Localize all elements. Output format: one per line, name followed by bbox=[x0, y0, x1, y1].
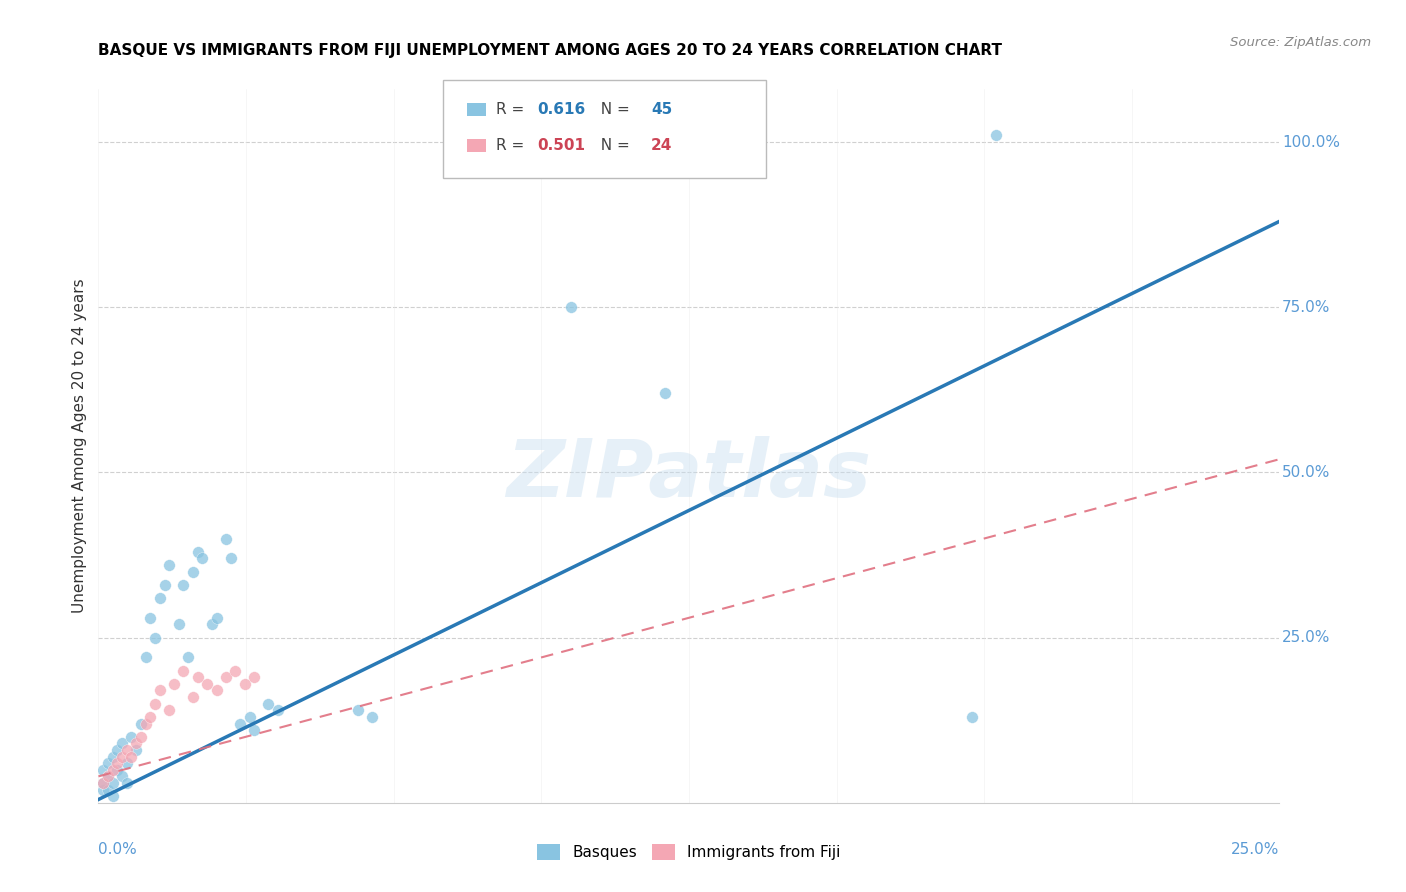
Basques bbox=[101, 749, 124, 764]
Basques bbox=[984, 128, 1007, 143]
Immigrants from Fiji bbox=[205, 683, 228, 698]
Immigrants from Fiji bbox=[172, 664, 194, 678]
Basques bbox=[239, 710, 262, 724]
Immigrants from Fiji bbox=[215, 670, 238, 684]
Text: 24: 24 bbox=[651, 138, 672, 153]
Basques bbox=[177, 650, 200, 665]
Basques bbox=[187, 545, 209, 559]
Basques bbox=[560, 300, 582, 314]
Basques bbox=[111, 769, 134, 783]
Immigrants from Fiji bbox=[243, 670, 266, 684]
Basques bbox=[347, 703, 370, 717]
Text: 0.0%: 0.0% bbox=[98, 842, 138, 857]
Immigrants from Fiji bbox=[125, 736, 148, 750]
Basques bbox=[243, 723, 266, 738]
Immigrants from Fiji bbox=[135, 716, 157, 731]
Basques bbox=[111, 736, 134, 750]
Basques bbox=[201, 617, 224, 632]
Basques bbox=[125, 743, 148, 757]
Basques bbox=[139, 611, 162, 625]
Text: R =: R = bbox=[496, 103, 530, 117]
Immigrants from Fiji bbox=[111, 749, 134, 764]
Text: BASQUE VS IMMIGRANTS FROM FIJI UNEMPLOYMENT AMONG AGES 20 TO 24 YEARS CORRELATIO: BASQUE VS IMMIGRANTS FROM FIJI UNEMPLOYM… bbox=[98, 43, 1002, 58]
Immigrants from Fiji bbox=[195, 677, 218, 691]
Basques bbox=[257, 697, 280, 711]
Immigrants from Fiji bbox=[163, 677, 186, 691]
Immigrants from Fiji bbox=[181, 690, 204, 704]
Basques bbox=[205, 611, 228, 625]
Basques bbox=[101, 776, 124, 790]
Basques bbox=[149, 591, 172, 605]
Text: R =: R = bbox=[496, 138, 530, 153]
Basques bbox=[191, 551, 214, 566]
Basques bbox=[153, 578, 176, 592]
Basques bbox=[229, 716, 252, 731]
Basques bbox=[121, 730, 143, 744]
Basques bbox=[181, 565, 204, 579]
Basques bbox=[105, 763, 128, 777]
Text: Source: ZipAtlas.com: Source: ZipAtlas.com bbox=[1230, 36, 1371, 49]
Basques bbox=[172, 578, 194, 592]
Basques bbox=[129, 716, 152, 731]
Basques bbox=[654, 386, 676, 401]
Y-axis label: Unemployment Among Ages 20 to 24 years: Unemployment Among Ages 20 to 24 years bbox=[72, 278, 87, 614]
Text: 100.0%: 100.0% bbox=[1282, 135, 1340, 150]
Basques bbox=[962, 710, 984, 724]
Immigrants from Fiji bbox=[97, 769, 120, 783]
Text: N =: N = bbox=[591, 138, 634, 153]
Immigrants from Fiji bbox=[121, 749, 143, 764]
Basques bbox=[157, 558, 180, 572]
Basques bbox=[219, 551, 242, 566]
Text: ZIPatlas: ZIPatlas bbox=[506, 435, 872, 514]
Basques bbox=[105, 743, 128, 757]
Immigrants from Fiji bbox=[139, 710, 162, 724]
Basques bbox=[135, 650, 157, 665]
Text: 45: 45 bbox=[651, 103, 672, 117]
Immigrants from Fiji bbox=[105, 756, 128, 771]
Basques bbox=[167, 617, 190, 632]
Text: 25.0%: 25.0% bbox=[1282, 630, 1330, 645]
Basques bbox=[361, 710, 384, 724]
Immigrants from Fiji bbox=[149, 683, 172, 698]
Immigrants from Fiji bbox=[233, 677, 256, 691]
Basques bbox=[215, 532, 238, 546]
Immigrants from Fiji bbox=[157, 703, 180, 717]
Immigrants from Fiji bbox=[187, 670, 209, 684]
Text: 25.0%: 25.0% bbox=[1232, 842, 1279, 857]
Basques bbox=[97, 769, 120, 783]
Text: 0.616: 0.616 bbox=[537, 103, 585, 117]
Immigrants from Fiji bbox=[143, 697, 166, 711]
Basques bbox=[91, 763, 114, 777]
Legend: Basques, Immigrants from Fiji: Basques, Immigrants from Fiji bbox=[531, 838, 846, 866]
Basques bbox=[97, 782, 120, 797]
Basques bbox=[91, 782, 114, 797]
Basques bbox=[143, 631, 166, 645]
Text: N =: N = bbox=[591, 103, 634, 117]
Immigrants from Fiji bbox=[91, 776, 114, 790]
Immigrants from Fiji bbox=[129, 730, 152, 744]
Text: 75.0%: 75.0% bbox=[1282, 300, 1330, 315]
Immigrants from Fiji bbox=[115, 743, 138, 757]
Basques bbox=[91, 776, 114, 790]
Immigrants from Fiji bbox=[101, 763, 124, 777]
Basques bbox=[267, 703, 290, 717]
Basques bbox=[97, 756, 120, 771]
Text: 0.501: 0.501 bbox=[537, 138, 585, 153]
Basques bbox=[115, 756, 138, 771]
Immigrants from Fiji bbox=[224, 664, 246, 678]
Basques bbox=[101, 789, 124, 804]
Text: 50.0%: 50.0% bbox=[1282, 465, 1330, 480]
Basques bbox=[115, 776, 138, 790]
